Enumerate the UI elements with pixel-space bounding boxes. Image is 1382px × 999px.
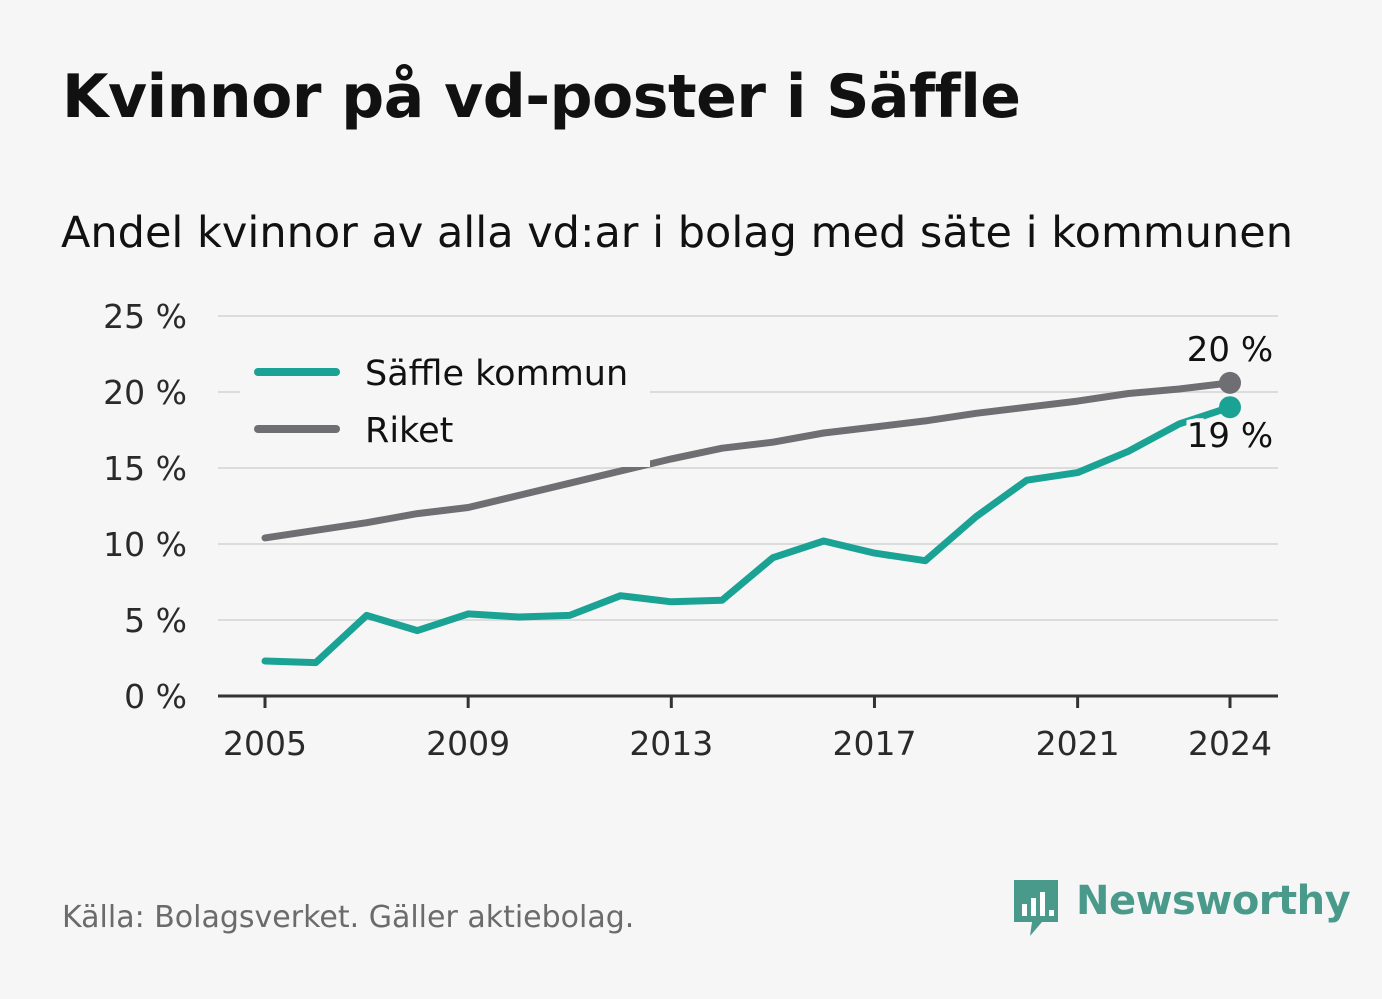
end-points [1219, 371, 1241, 419]
x-tick-label: 2005 [223, 724, 307, 763]
legend-label: Säffle kommun [365, 354, 628, 394]
y-tick-label: 10 % [103, 525, 187, 564]
end-point-riket [1219, 371, 1241, 394]
x-tick-label: 2024 [1188, 724, 1272, 763]
legend: Säffle kommun Riket [240, 345, 650, 467]
chart-title: Kvinnor på vd-poster i Säffle [62, 62, 1021, 132]
legend-label: Riket [365, 411, 453, 451]
end-labels: 19 % 20 % [1183, 326, 1277, 460]
y-axis-tick-labels: 0 % 5 % 10 % 15 % 20 % 25 % [103, 297, 187, 716]
y-tick-label: 25 % [103, 297, 187, 336]
x-tick-label: 2017 [832, 724, 916, 763]
x-tick-label: 2009 [426, 724, 510, 763]
y-tick-label: 20 % [103, 373, 187, 412]
series-lines [261, 379, 1234, 667]
y-tick-label: 5 % [124, 601, 187, 640]
y-tick-label: 15 % [103, 449, 187, 488]
chart-subtitle: Andel kvinnor av alla vd:ar i bolag med … [61, 208, 1293, 258]
newsworthy-logo-icon [1014, 880, 1058, 936]
end-label-riket: 20 % [1187, 330, 1273, 370]
end-point-s-ffle-kommun [1219, 396, 1241, 419]
series-line-riket [261, 379, 1234, 542]
series-line-s-ffle-kommun [261, 403, 1234, 667]
legend-background [240, 345, 650, 467]
y-tick-label: 0 % [124, 677, 187, 716]
x-tick-label: 2021 [1036, 724, 1120, 763]
end-label-s-ffle-kommun: 19 % [1187, 416, 1273, 456]
brand-name: Newsworthy [1076, 878, 1351, 924]
x-tick-label: 2013 [629, 724, 713, 763]
brand-logo: Newsworthy [1010, 876, 1351, 940]
source-note: Källa: Bolagsverket. Gäller aktiebolag. [62, 900, 635, 935]
x-axis-tick-labels: 2005 2009 2013 2017 2021 2024 [223, 696, 1272, 763]
